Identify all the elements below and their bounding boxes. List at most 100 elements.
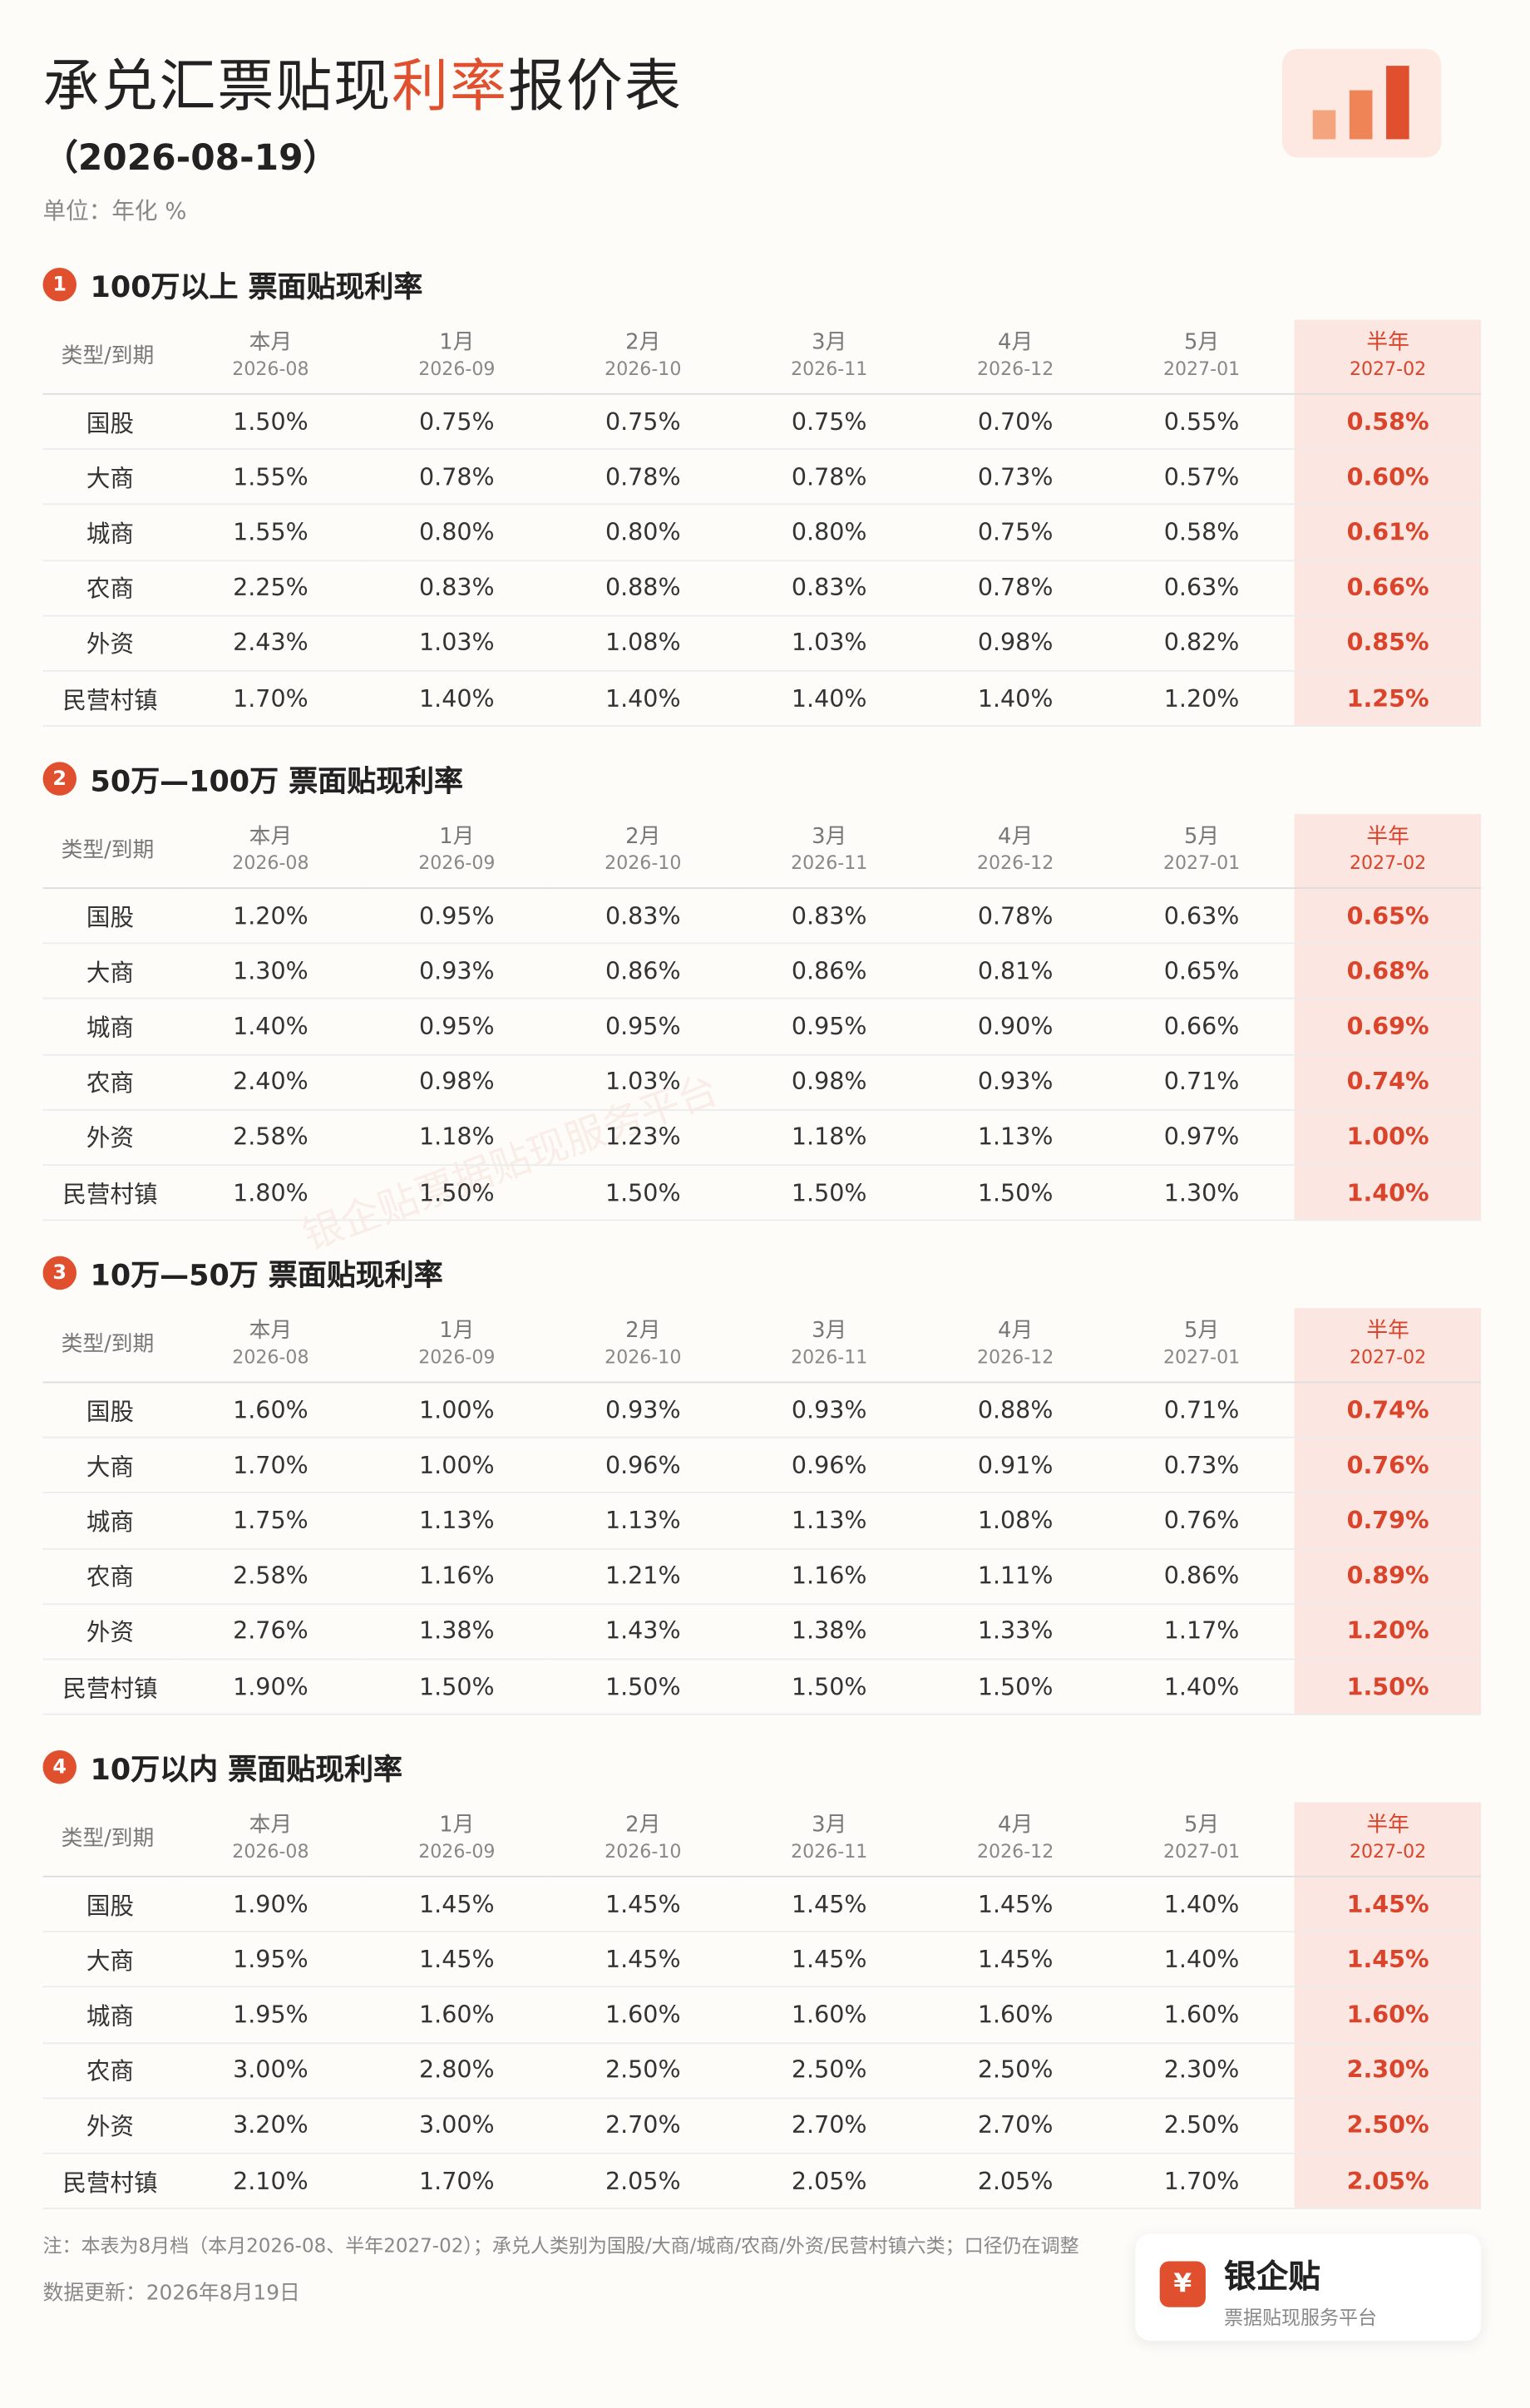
rate-cell: 0.95% xyxy=(736,999,923,1055)
rate-cell: 1.70% xyxy=(177,670,364,728)
rate-cell: 1.60% xyxy=(177,1382,364,1438)
header-cell: 3月 2026-11 xyxy=(736,1802,923,1878)
rate-cell: 1.45% xyxy=(363,1932,550,1988)
rate-cell: 2.76% xyxy=(177,1603,364,1660)
rate-cell: 1.25% xyxy=(1295,670,1482,728)
header-cell: 2月 2026-10 xyxy=(550,813,737,890)
rate-cell: 1.03% xyxy=(550,1054,737,1111)
row-label: 农商 xyxy=(42,560,178,617)
column-name: 1月 xyxy=(439,330,475,355)
rate-cell: 0.93% xyxy=(736,1382,923,1438)
header-cell: 本月 2026-08 xyxy=(177,813,364,890)
column-name: 本月 xyxy=(249,1813,293,1838)
chart-icon-graphic xyxy=(1312,66,1409,140)
column-date: 2027-02 xyxy=(1349,358,1427,380)
rate-cell: 0.68% xyxy=(1295,943,1482,1000)
header-cell: 5月 2027-01 xyxy=(1108,1308,1296,1384)
rate-cell: 1.40% xyxy=(1108,1876,1296,1933)
row-label: 民营村镇 xyxy=(42,1659,178,1715)
rate-cell: 0.82% xyxy=(1108,615,1296,672)
rate-cell: 0.90% xyxy=(922,999,1109,1055)
column-name: 5月 xyxy=(1183,1319,1220,1344)
rate-cell: 1.50% xyxy=(363,1659,550,1715)
rate-cell: 0.93% xyxy=(922,1054,1109,1111)
rate-cell: 3.20% xyxy=(177,2098,364,2154)
rate-cell: 1.16% xyxy=(363,1548,550,1605)
rate-cell: 1.80% xyxy=(177,1165,364,1221)
rate-cell: 0.71% xyxy=(1108,1382,1296,1438)
rate-cell: 1.70% xyxy=(177,1438,364,1494)
section: 1 100万以上 票面贴现利率 类型/到期 本月 2026-08 1月 2026-09 2月 2… xyxy=(42,262,1482,728)
row-label: 国股 xyxy=(42,888,178,945)
column-date: 2026-11 xyxy=(791,851,868,874)
header-cell: 2月 2026-10 xyxy=(550,319,737,395)
update-date: 数据更新：2026年8月19日 xyxy=(42,2281,300,2306)
column-date: 2027-01 xyxy=(1162,1840,1241,1863)
header-cell: 4月 2026-12 xyxy=(922,1802,1109,1878)
column-date: 2026-12 xyxy=(977,358,1054,380)
column-name: 2月 xyxy=(625,330,661,355)
row-label: 城商 xyxy=(42,1986,178,2044)
header-cell: 类型/到期 xyxy=(42,319,178,395)
table-row: 城商 1.95% 1.60% 1.60% 1.60% 1.60% 1.60% 1.60% xyxy=(42,1986,1482,2044)
rate-cell: 2.40% xyxy=(177,1054,364,1111)
column-name: 2月 xyxy=(625,1319,661,1344)
rate-cell: 2.58% xyxy=(177,1109,364,1166)
header-row: 类型/到期 本月 2026-08 1月 2026-09 2月 2026-10 3月 2026-1… xyxy=(42,319,1482,395)
section-heading: 4 10万以内 票面贴现利率 xyxy=(42,1744,1482,1790)
header-cell: 本月 2026-08 xyxy=(177,1802,364,1878)
rate-cell: 0.78% xyxy=(550,449,737,506)
column-date: 2026-08 xyxy=(232,358,309,380)
rate-cell: 0.81% xyxy=(922,943,1109,1000)
section-title: 50万—100万 票面贴现利率 xyxy=(90,764,464,798)
rate-cell: 0.80% xyxy=(736,504,923,561)
rate-cell: 1.95% xyxy=(177,1986,364,2044)
column-name: 半年 xyxy=(1366,1813,1409,1838)
rate-cell: 0.73% xyxy=(922,449,1109,506)
rate-cell: 0.79% xyxy=(1295,1493,1482,1550)
rate-cell: 1.13% xyxy=(736,1493,923,1550)
title-highlight: 利率 xyxy=(392,53,508,120)
rate-cell: 1.45% xyxy=(922,1876,1109,1933)
column-date: 2027-01 xyxy=(1162,1346,1241,1368)
section-heading: 2 50万—100万 票面贴现利率 xyxy=(42,756,1482,802)
table-row: 城商 1.40% 0.95% 0.95% 0.95% 0.90% 0.66% 0.69% xyxy=(42,999,1482,1055)
section-title: 100万以上 票面贴现利率 xyxy=(90,269,423,304)
header-cell: 半年 2027-02 xyxy=(1295,1802,1482,1878)
rate-cell: 0.93% xyxy=(363,943,550,1000)
brand-badge: ¥ 银企贴 票据贴现服务平台 xyxy=(1135,2233,1482,2341)
rate-cell: 2.80% xyxy=(363,2042,550,2100)
rate-cell: 0.89% xyxy=(1295,1548,1482,1605)
rate-cell: 0.69% xyxy=(1295,999,1482,1055)
rate-cell: 0.98% xyxy=(736,1054,923,1111)
rate-cell: 0.74% xyxy=(1295,1382,1482,1438)
row-label: 外资 xyxy=(42,615,178,672)
rate-cell: 2.50% xyxy=(922,2042,1109,2100)
rate-cell: 1.50% xyxy=(736,1659,923,1715)
rate-cell: 0.96% xyxy=(736,1438,923,1494)
rate-cell: 3.00% xyxy=(363,2098,550,2154)
rate-cell: 0.74% xyxy=(1295,1054,1482,1111)
rate-cell: 3.00% xyxy=(177,2042,364,2100)
rate-cell: 1.00% xyxy=(363,1438,550,1494)
column-date: 2027-01 xyxy=(1162,358,1241,380)
rate-cell: 0.83% xyxy=(550,888,737,945)
header-cell: 1月 2026-09 xyxy=(363,1802,550,1878)
column-name: 5月 xyxy=(1183,1813,1220,1838)
rate-cell: 1.70% xyxy=(363,2153,550,2210)
rate-cell: 0.86% xyxy=(736,943,923,1000)
row-label: 农商 xyxy=(42,1548,178,1605)
rate-cell: 1.40% xyxy=(736,670,923,728)
chart-icon xyxy=(1281,48,1442,158)
date: （2026-08-19） xyxy=(42,139,338,180)
rate-cell: 0.80% xyxy=(550,504,737,561)
column-name: 3月 xyxy=(812,1319,847,1344)
table-row: 城商 1.55% 0.80% 0.80% 0.80% 0.75% 0.58% 0.61% xyxy=(42,504,1482,561)
rate-cell: 1.45% xyxy=(736,1876,923,1933)
title-text: 报价表 xyxy=(507,53,683,120)
column-name: 本月 xyxy=(249,1319,293,1344)
section-number: 4 xyxy=(42,1749,76,1784)
row-label: 城商 xyxy=(42,1493,178,1550)
